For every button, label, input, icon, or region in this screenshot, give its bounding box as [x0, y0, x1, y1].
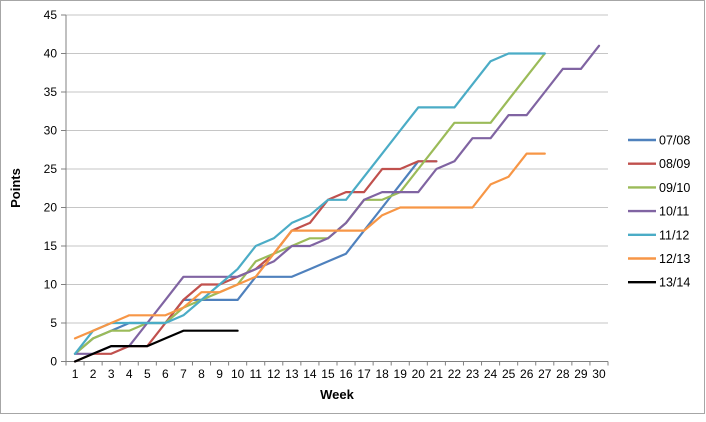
x-tick-label: 18: [375, 367, 389, 381]
legend-label: 12/13: [659, 252, 690, 266]
x-tick-label: 11: [249, 367, 262, 381]
legend-label: 11/12: [659, 228, 689, 242]
legend-item: 07/08: [628, 134, 690, 148]
x-tick-label: 13: [285, 367, 299, 381]
x-tick-label: 27: [538, 367, 552, 381]
legend-item: 10/11: [628, 205, 689, 219]
y-tick-label: 45: [44, 8, 58, 22]
legend-label: 08/09: [659, 157, 690, 171]
legend-item: 12/13: [628, 252, 690, 266]
legend-label: 10/11: [659, 205, 689, 219]
x-tick-label: 25: [502, 367, 516, 381]
legend-item: 11/12: [628, 228, 689, 242]
series-line-11-12: [73, 52, 546, 355]
x-tick-label: 5: [144, 367, 151, 381]
x-tick-label: 29: [574, 367, 588, 381]
y-tick-label: 5: [50, 316, 57, 330]
legend-label: 07/08: [659, 134, 690, 148]
x-tick-label: 30: [592, 367, 606, 381]
x-tick-label: 10: [231, 367, 245, 381]
legend: 07/08 08/09 09/10 10/11 11/12 12/13 13/14: [628, 134, 690, 290]
x-tick-label: 12: [267, 367, 281, 381]
y-tick-label: 15: [44, 239, 58, 253]
x-tick-label: 16: [339, 367, 353, 381]
legend-item: 08/09: [628, 157, 690, 171]
x-axis-title: Week: [320, 387, 354, 402]
x-tick-label: 6: [162, 367, 169, 381]
x-tick-label: 14: [303, 367, 317, 381]
x-tick-label: 24: [484, 367, 498, 381]
x-tick-label: 1: [72, 367, 79, 381]
series-line-12-13: [73, 152, 546, 340]
x-tick-label: 7: [180, 367, 187, 381]
y-tick-label: 25: [44, 162, 58, 176]
y-tick-label: 35: [44, 85, 58, 99]
x-tick-label: 26: [520, 367, 534, 381]
x-tick-label: 20: [412, 367, 426, 381]
x-tick-label: 19: [394, 367, 408, 381]
x-tick-label: 15: [321, 367, 335, 381]
series-lines: [73, 44, 601, 363]
x-tick-label: 3: [108, 367, 115, 381]
y-tick-label: 0: [50, 355, 57, 369]
legend-label: 09/10: [659, 181, 690, 195]
x-tick-label: 17: [357, 367, 371, 381]
series-line-13-14: [73, 329, 239, 363]
legend-item: 13/14: [628, 276, 690, 290]
legend-item: 09/10: [628, 181, 690, 195]
x-tick-label: 2: [90, 367, 97, 381]
axes: [61, 14, 609, 366]
x-tick-label: 4: [126, 367, 133, 381]
y-tick-label: 10: [44, 278, 58, 292]
x-tick-label: 21: [430, 367, 444, 381]
x-tick-label: 22: [448, 367, 462, 381]
y-tick-label: 30: [44, 124, 58, 138]
x-tick-label: 23: [466, 367, 480, 381]
x-tick-label: 8: [198, 367, 205, 381]
y-tick-label: 20: [44, 201, 58, 215]
x-tick-label: 9: [216, 367, 223, 381]
y-axis-title: Points: [8, 168, 23, 208]
y-tick-label: 40: [44, 47, 58, 61]
x-tick-label: 28: [556, 367, 570, 381]
legend-label: 13/14: [659, 276, 690, 290]
